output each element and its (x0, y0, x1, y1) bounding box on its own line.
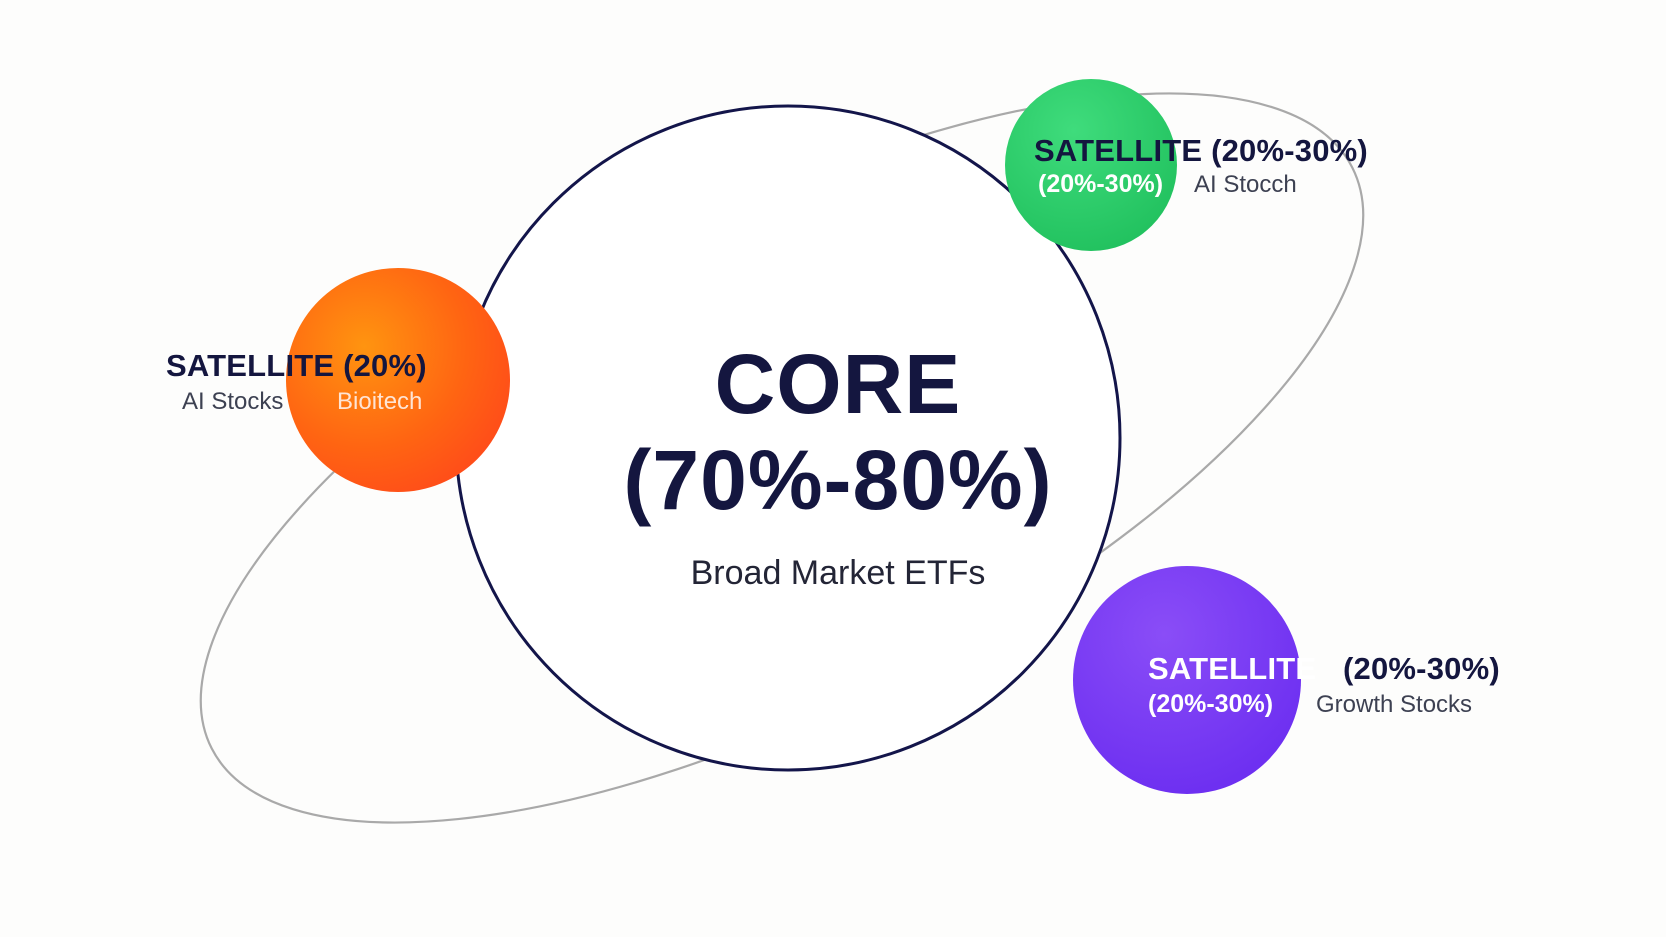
core-title-line1: CORE (714, 337, 962, 431)
core-title-line2: (70%-80%) (623, 433, 1053, 527)
satellite-left-subtitle-outside: AI Stocks (182, 388, 284, 415)
satellite-left-title: SATELLITE (20%) (166, 348, 427, 383)
satellite-left-circle (286, 268, 510, 492)
satellite-top-right-circle (1005, 79, 1177, 251)
satellite-left-subtitle-inside: Bioitech (337, 388, 423, 415)
core-subtitle: Broad Market ETFs (690, 554, 986, 592)
satellite-top-right-subtitle: AI Stocch (1194, 171, 1297, 198)
satellite-bottom-right-title-part2: (20%-30%) (1343, 651, 1500, 686)
satellite-bottom-right-subtitle: Growth Stocks (1316, 691, 1473, 718)
satellite-top-right-percent: (20%-30%) (1038, 170, 1164, 198)
satellite-bottom-right-title-part1: SATELLITE (1148, 651, 1317, 686)
satellite-bottom-right-percent: (20%-30%) (1148, 690, 1274, 718)
satellite-top-right-title: SATELLITE (20%-30%) (1034, 133, 1368, 168)
satellite-bottom-right-circle (1073, 566, 1301, 794)
